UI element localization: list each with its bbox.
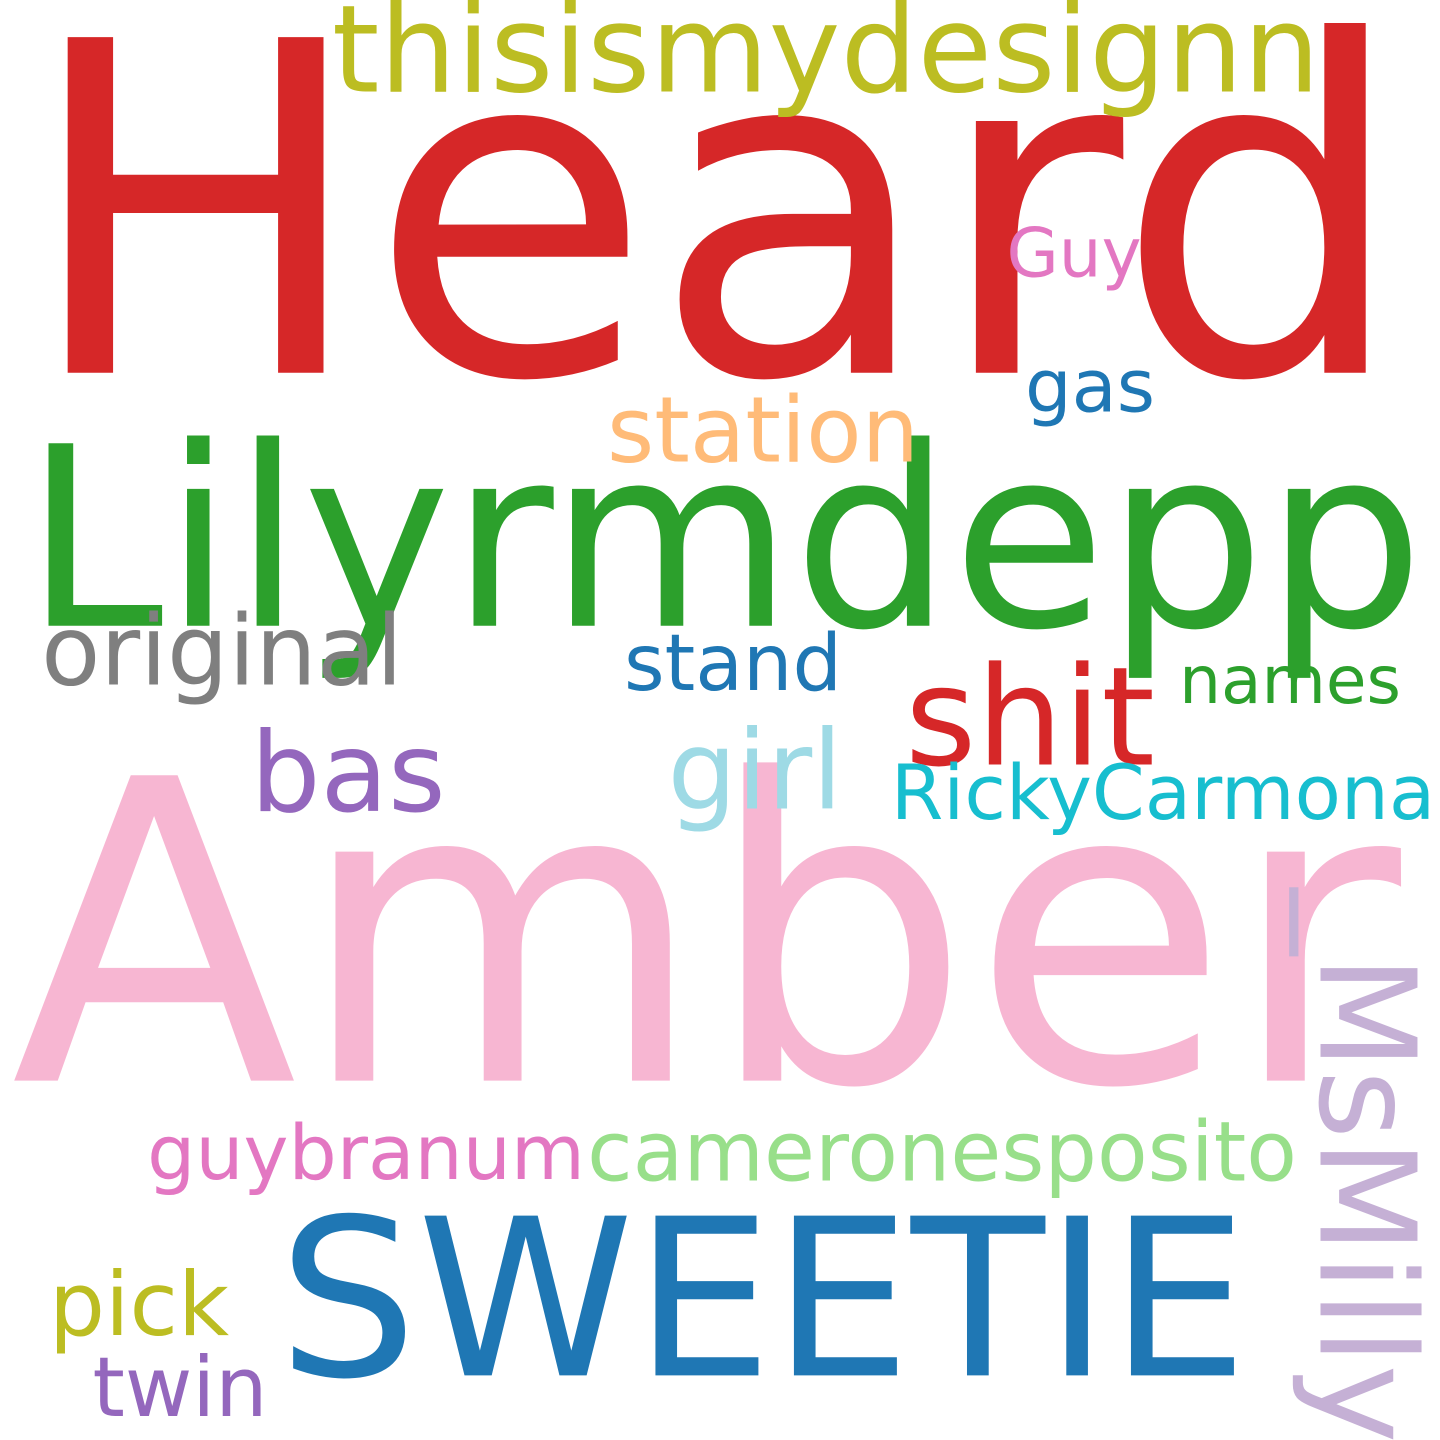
word-amber: Amber	[10, 691, 1402, 1180]
word-names: names	[1179, 641, 1401, 719]
word-lilyrmdepp: Lilyrmdepp	[23, 394, 1425, 686]
word-guybranum: guybranum	[147, 1108, 585, 1197]
word-heard: Heard	[22, 0, 1408, 482]
word-gas: gas	[1025, 344, 1155, 430]
word-station: station	[606, 378, 920, 484]
word-thisismydesignn: thisismydesignn	[331, 0, 1321, 121]
word-cameronesposito: cameronesposito	[587, 1103, 1297, 1201]
word-girl: girl	[667, 707, 843, 835]
word-stand: stand	[624, 619, 842, 709]
word-shit: shit	[905, 638, 1155, 798]
word-pick: pick	[48, 1252, 230, 1356]
word-twin: twin	[92, 1339, 268, 1436]
word-original: original	[41, 594, 403, 708]
word-sweetie: SWEETIE	[278, 1172, 1248, 1428]
word-bas: bas	[250, 709, 446, 838]
word-msmilly: _MsMilly	[1288, 888, 1440, 1440]
word-rickycarmona: RickyCarmona	[890, 749, 1436, 838]
word-guy: Guy	[1006, 213, 1142, 293]
